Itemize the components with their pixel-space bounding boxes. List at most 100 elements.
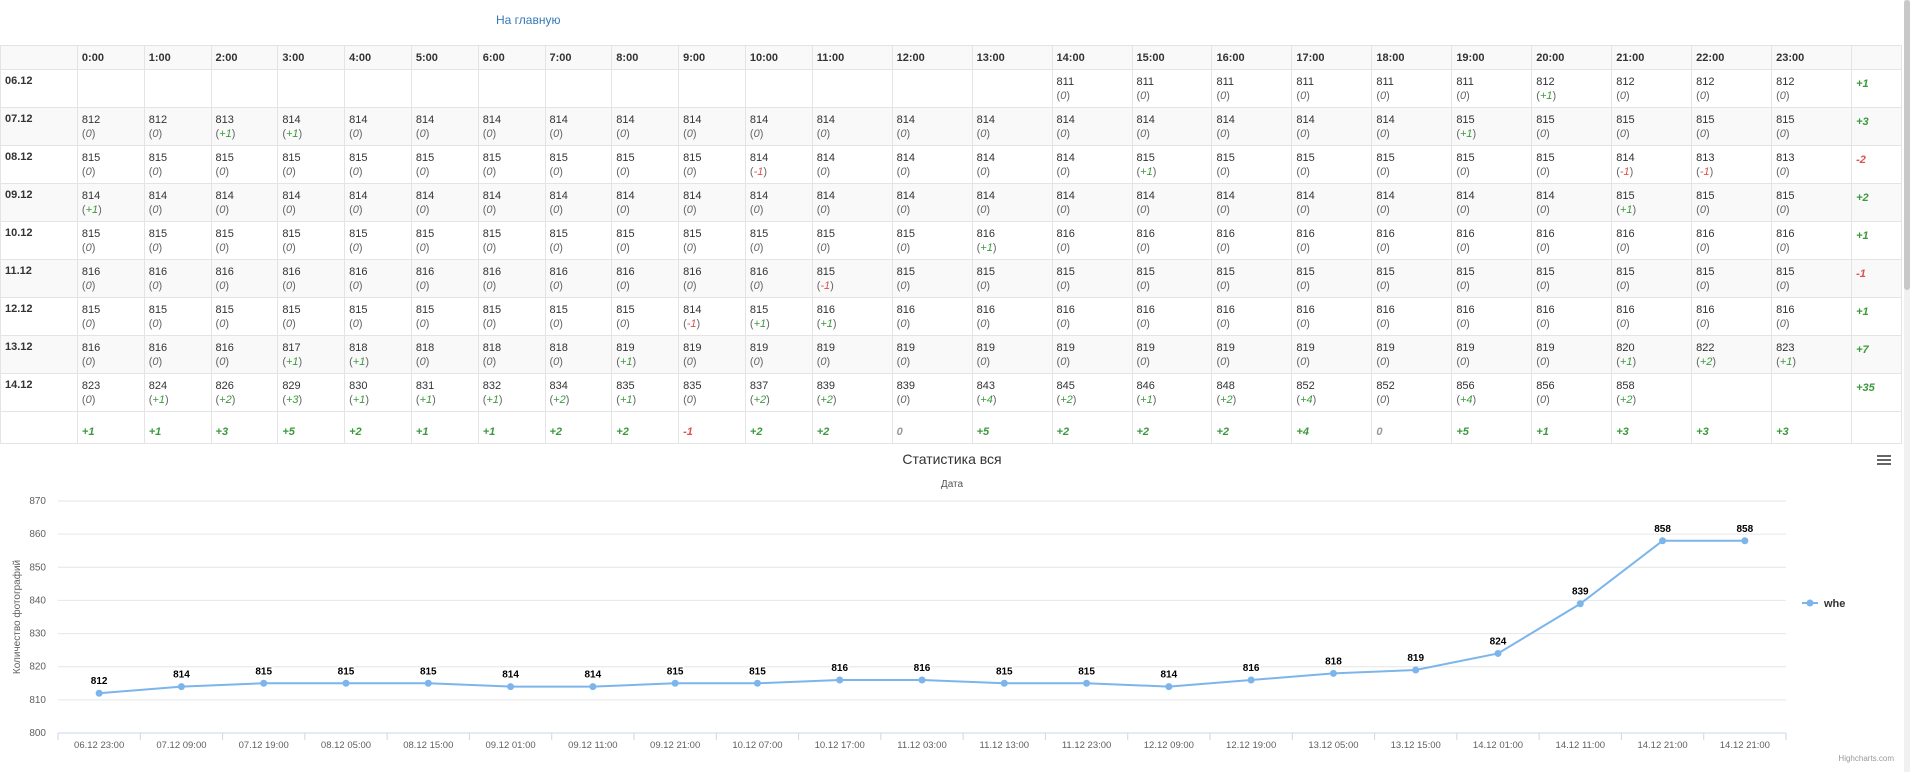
cell-delta: (0) bbox=[896, 166, 911, 178]
data-point[interactable] bbox=[1412, 666, 1420, 674]
cell-delta: (0) bbox=[1216, 356, 1230, 368]
data-point[interactable] bbox=[424, 679, 432, 687]
cell-delta-value: 0 bbox=[1380, 242, 1387, 254]
table-cell: 816 (0) bbox=[410, 259, 479, 298]
cell-count: 815 bbox=[1216, 152, 1235, 164]
data-point[interactable] bbox=[95, 689, 103, 697]
table-row: 14.12 823 (0) 824 (+1) 826 (+2) 829 (+3) 830 (+1) 8… bbox=[0, 373, 1902, 412]
cell-count: 814 bbox=[1376, 190, 1395, 202]
cell-delta: (0) bbox=[1296, 356, 1310, 368]
table-cell: 816 (0) bbox=[1531, 297, 1613, 336]
cell-count: 816 bbox=[1216, 304, 1235, 316]
cell-delta: (0) bbox=[683, 394, 697, 406]
cell-delta-value: 0 bbox=[352, 280, 359, 292]
data-point[interactable] bbox=[918, 676, 926, 684]
cell-count: 814 bbox=[1616, 152, 1635, 164]
table-cell: 817 (+1) bbox=[277, 335, 346, 374]
cell-delta-value: +1 bbox=[352, 356, 366, 368]
legend-marker-icon[interactable] bbox=[1806, 599, 1814, 607]
hour-total: +3 bbox=[1611, 411, 1693, 444]
cell-count: 812 bbox=[81, 114, 101, 126]
cell-delta-value: 0 bbox=[1459, 90, 1467, 102]
data-label: 815 bbox=[996, 666, 1013, 677]
cell-delta-value: 0 bbox=[900, 394, 907, 406]
table-cell: 815 (0) bbox=[611, 221, 680, 260]
table-row: 08.12 815 (0) 815 (0) 815 (0) 815 (0) 815 (0) 815 (0… bbox=[0, 145, 1902, 184]
cell-count: 816 bbox=[1136, 304, 1155, 316]
data-point[interactable] bbox=[753, 679, 761, 687]
cell-delta: (0) bbox=[1696, 280, 1710, 292]
cell-delta: (0) bbox=[1696, 128, 1710, 140]
cell-delta: (0) bbox=[683, 242, 697, 254]
data-point[interactable] bbox=[589, 683, 597, 691]
table-cell bbox=[744, 69, 813, 108]
home-link[interactable]: На главную bbox=[496, 13, 561, 27]
data-point[interactable] bbox=[1165, 683, 1173, 691]
data-point[interactable] bbox=[1576, 600, 1584, 608]
y-tick-label: 850 bbox=[29, 562, 46, 573]
cell-delta: (0) bbox=[1136, 128, 1150, 140]
cell-count: 814 bbox=[749, 114, 769, 126]
data-point[interactable] bbox=[1247, 676, 1255, 684]
cell-delta-value: 0 bbox=[486, 356, 493, 368]
table-cell: 816 (0) bbox=[210, 259, 279, 298]
hour-header: 0:00 bbox=[76, 45, 145, 70]
cell-delta: (+2) bbox=[1056, 394, 1077, 406]
table-cell: 816 (0) bbox=[1131, 297, 1213, 336]
data-point[interactable] bbox=[342, 679, 350, 687]
data-point[interactable] bbox=[1329, 669, 1337, 677]
chart-menu-icon[interactable] bbox=[1877, 455, 1891, 467]
data-point[interactable] bbox=[836, 676, 844, 684]
cell-delta-value: 0 bbox=[753, 280, 760, 292]
cell-delta: (+2) bbox=[215, 394, 236, 406]
cell-delta: (0) bbox=[896, 356, 911, 368]
cell-count: 816 bbox=[148, 266, 168, 278]
data-point[interactable] bbox=[1659, 537, 1667, 545]
cell-count: 814 bbox=[549, 190, 568, 202]
table-cell: 814 (0) bbox=[971, 183, 1053, 222]
cell-delta-value: +1 bbox=[352, 394, 366, 406]
data-point[interactable] bbox=[1000, 679, 1008, 687]
data-point[interactable] bbox=[671, 679, 679, 687]
cell-count: 846 bbox=[1136, 380, 1155, 392]
table-cell: 814 (0) bbox=[611, 183, 680, 222]
data-point[interactable] bbox=[260, 679, 268, 687]
cell-count: 816 bbox=[1216, 228, 1235, 240]
cell-count: 845 bbox=[1056, 380, 1075, 392]
cell-delta: (0) bbox=[896, 242, 911, 254]
cell-delta: (0) bbox=[1056, 356, 1071, 368]
cell-delta-value: 0 bbox=[352, 318, 359, 330]
data-point[interactable] bbox=[177, 683, 185, 691]
cell-delta-value: +1 bbox=[486, 394, 499, 406]
cell-delta-value: 0 bbox=[486, 128, 493, 140]
hour-header: 8:00 bbox=[611, 45, 680, 70]
cell-count: 817 bbox=[282, 342, 301, 354]
cell-delta: (0) bbox=[215, 280, 229, 292]
cell-delta: (0) bbox=[549, 318, 563, 330]
cell-count: 816 bbox=[215, 342, 234, 354]
page-scrollbar[interactable] bbox=[1904, 0, 1910, 772]
cell-delta: (+1) bbox=[976, 242, 997, 254]
data-point[interactable] bbox=[1083, 679, 1091, 687]
scrollbar-thumb[interactable] bbox=[1904, 0, 1910, 290]
table-cell: 818 (0) bbox=[544, 335, 613, 374]
cell-delta-value: 0 bbox=[1779, 204, 1786, 216]
legend-label[interactable]: whe bbox=[1823, 598, 1845, 610]
chart-credits[interactable]: Highcharts.com bbox=[1838, 754, 1894, 763]
cell-delta: (0) bbox=[896, 128, 911, 140]
cell-count: 814 bbox=[349, 190, 368, 202]
cell-count: 815 bbox=[1616, 114, 1635, 126]
table-cell: 814 (0) bbox=[891, 145, 973, 184]
table-cell: 819 (0) bbox=[1051, 335, 1133, 374]
table-cell bbox=[1771, 373, 1853, 412]
data-point[interactable] bbox=[1494, 649, 1502, 657]
data-point[interactable] bbox=[1741, 537, 1749, 545]
table-cell: 811 (0) bbox=[1291, 69, 1373, 108]
row-total: +2 bbox=[1851, 183, 1902, 222]
cell-count: 816 bbox=[616, 266, 635, 278]
cell-delta-value: 0 bbox=[820, 128, 827, 140]
data-point[interactable] bbox=[507, 683, 515, 691]
cell-delta: (+2) bbox=[749, 394, 770, 406]
table-cell: 815 (0) bbox=[971, 259, 1053, 298]
data-label: 818 bbox=[1325, 656, 1342, 667]
